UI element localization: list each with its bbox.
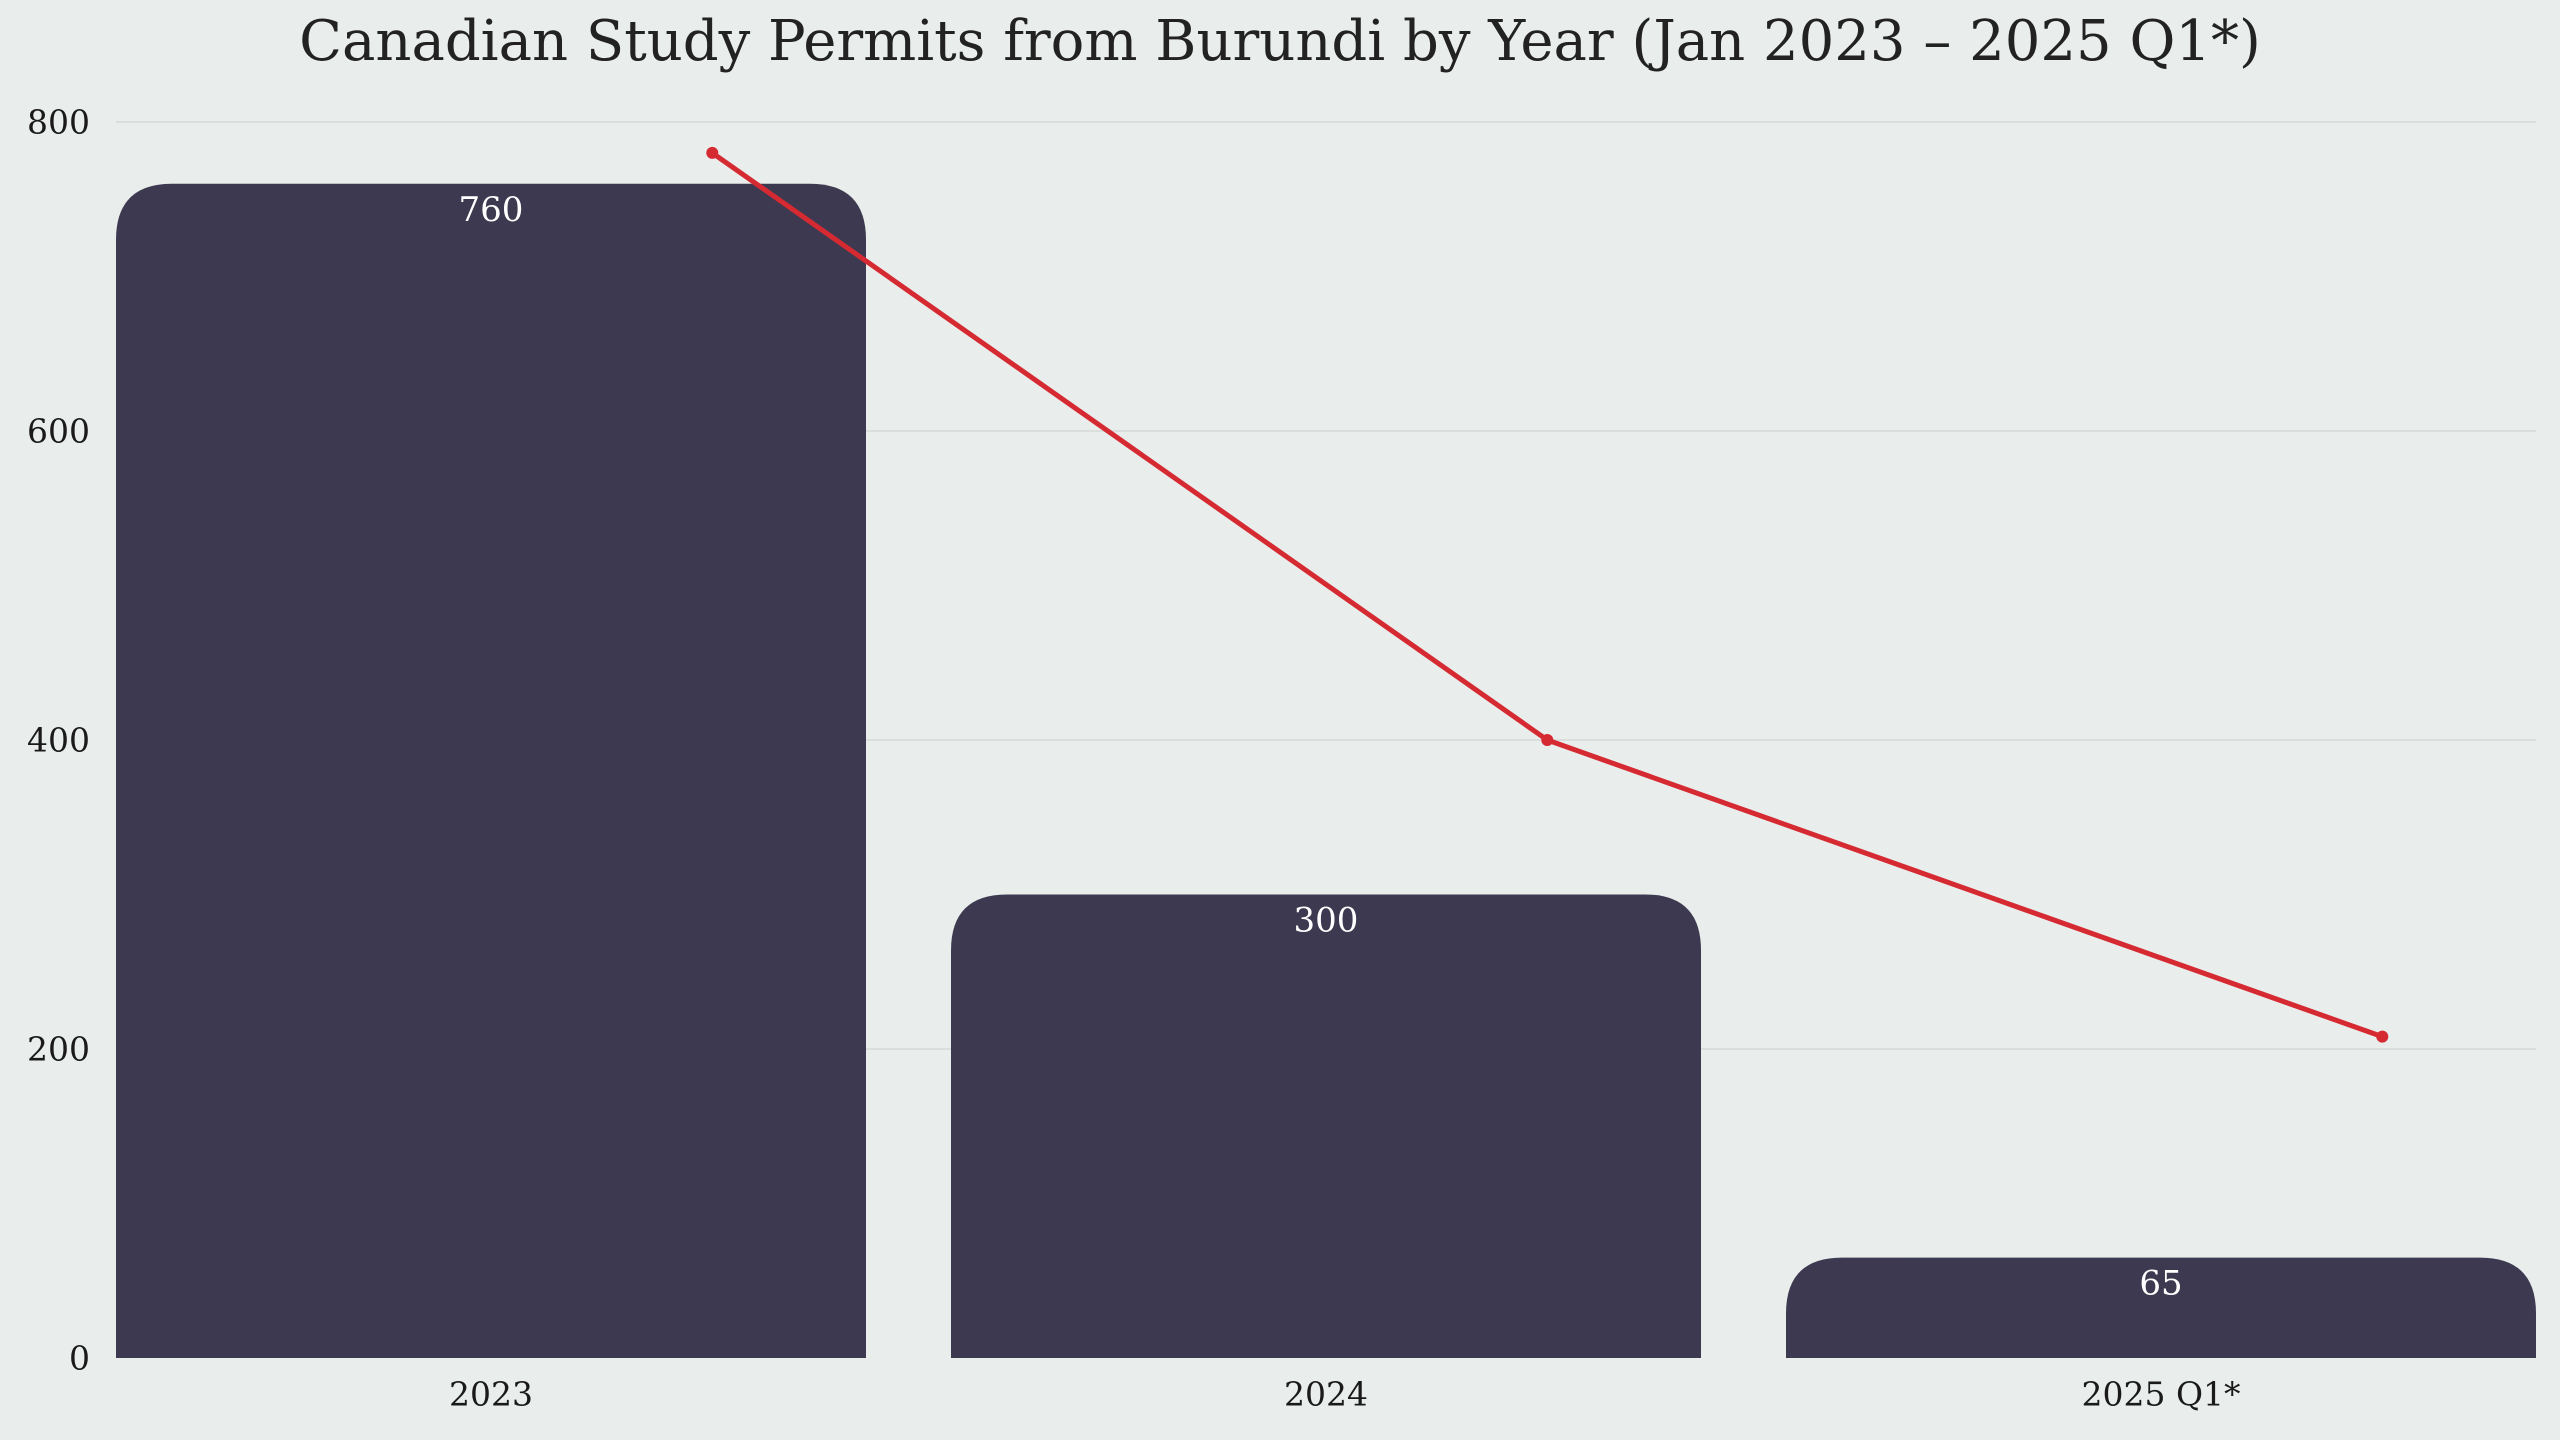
y-tick-label: 400 xyxy=(27,721,90,760)
trend-point xyxy=(706,146,719,159)
x-tick-label: 2024 xyxy=(1284,1375,1368,1414)
x-tick-label: 2025 Q1* xyxy=(2081,1375,2240,1414)
y-tick-label: 200 xyxy=(27,1030,90,1069)
bar-value-label: 760 xyxy=(459,190,524,230)
trend-point xyxy=(1541,734,1554,746)
y-tick-label: 600 xyxy=(27,412,90,451)
bar-2023 xyxy=(116,183,866,1358)
bar-data-labels: 760 300 65 xyxy=(459,190,2183,1304)
bar-value-label: 65 xyxy=(2139,1264,2182,1304)
y-tick-label: 0 xyxy=(69,1339,90,1378)
x-tick-label: 2023 xyxy=(449,1375,533,1414)
y-tick-label: 800 xyxy=(27,103,90,142)
bars xyxy=(116,183,2536,1358)
bar-value-label: 300 xyxy=(1294,901,1359,941)
trend-point xyxy=(2376,1030,2389,1043)
chart-title: Canadian Study Permits from Burundi by Y… xyxy=(299,9,2261,74)
x-axis: 2023 2024 2025 Q1* xyxy=(449,1375,2241,1414)
trend-line xyxy=(706,146,2389,1043)
y-axis: 0 200 400 600 800 xyxy=(27,103,90,1378)
bar-2025-q1 xyxy=(1786,1257,2536,1358)
bar-2024 xyxy=(951,894,1701,1358)
